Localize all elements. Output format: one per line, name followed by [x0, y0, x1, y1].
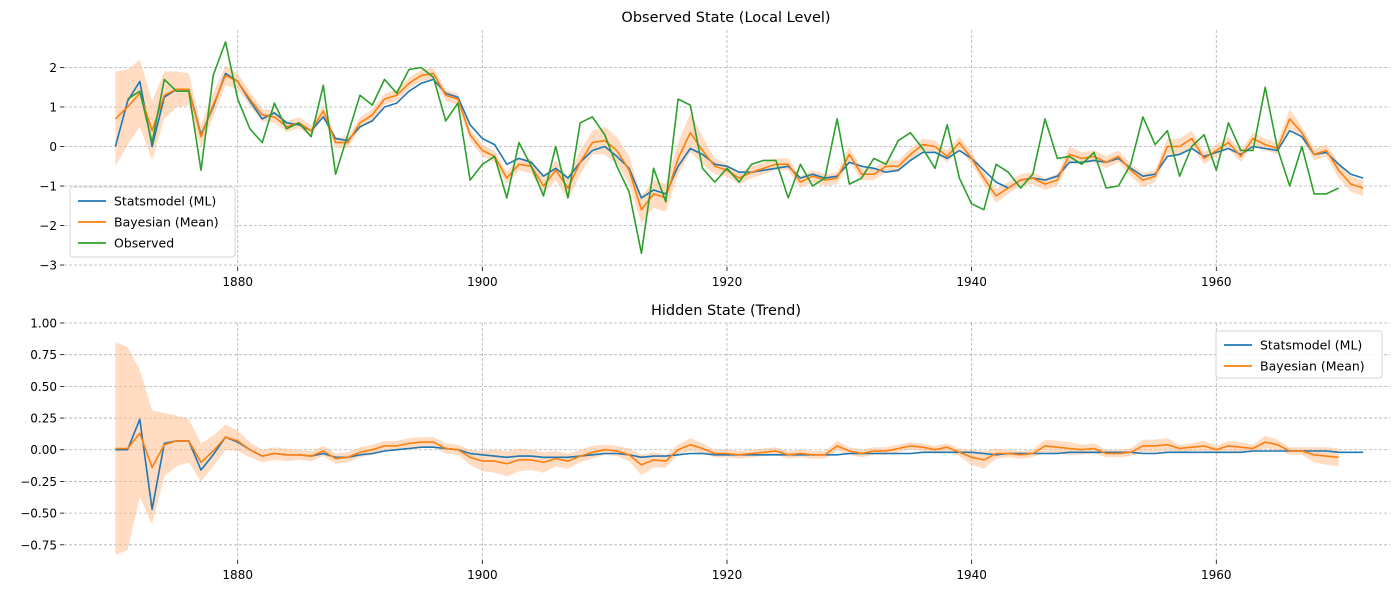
hidden-state-panel: Hidden State (Trend) 1880 1900 1920 1940 196…	[20, 303, 1390, 582]
x-tick-label: 1920	[712, 275, 743, 289]
bayesian-mean-line	[115, 432, 1339, 469]
observed-state-panel: Observed State (Local Level) 1880 1900 192…	[39, 10, 1390, 289]
legend-box	[69, 186, 236, 258]
axis-ticks: 1880 1900 1920 1940 1960 −0.75 −0.50 −0.25 0.00 0…	[20, 317, 1231, 583]
x-tick-label: 1940	[956, 275, 987, 289]
legend: Statsmodel (ML) Bayesian (Mean) Observed	[69, 186, 236, 258]
legend-label: Observed	[114, 236, 174, 251]
y-tick-label: −3	[39, 259, 57, 273]
y-tick-label: 1	[49, 101, 57, 115]
y-tick-label: 0.00	[30, 443, 57, 457]
legend-label: Bayesian (Mean)	[1260, 359, 1365, 374]
chart-title: Observed State (Local Level)	[621, 10, 830, 26]
x-tick-label: 1940	[956, 568, 987, 582]
y-tick-label: 0.75	[30, 348, 57, 362]
uncertainty-band	[115, 59, 1364, 224]
x-tick-label: 1880	[222, 275, 253, 289]
observed-line	[127, 41, 1339, 254]
credible-interval-band	[115, 59, 1364, 224]
x-tick-label: 1880	[222, 568, 253, 582]
legend-label: Statsmodel (ML)	[1260, 338, 1362, 353]
y-tick-label: 2	[49, 61, 57, 75]
legend: Statsmodel (ML) Bayesian (Mean)	[1215, 330, 1383, 379]
grid-lines	[64, 322, 1390, 560]
y-tick-label: −0.50	[20, 507, 57, 521]
x-tick-label: 1900	[467, 275, 498, 289]
y-tick-label: 0	[49, 140, 57, 154]
legend-label: Bayesian (Mean)	[114, 215, 219, 230]
legend-label: Statsmodel (ML)	[114, 194, 216, 209]
series-lines	[114, 41, 1364, 254]
x-tick-label: 1900	[467, 568, 498, 582]
y-tick-label: −1	[39, 180, 57, 194]
legend-box	[1215, 330, 1383, 379]
y-tick-label: 0.25	[30, 412, 57, 426]
statsmodel-ml-line	[115, 418, 1364, 511]
bayesian-mean-line	[114, 72, 1364, 211]
x-tick-label: 1960	[1201, 568, 1232, 582]
x-tick-label: 1920	[712, 568, 743, 582]
chart-title: Hidden State (Trend)	[651, 303, 801, 319]
series-lines	[115, 418, 1364, 511]
y-tick-label: 0.50	[30, 380, 57, 394]
y-tick-label: −0.75	[20, 538, 57, 552]
y-tick-label: −2	[39, 219, 57, 233]
x-tick-label: 1960	[1201, 275, 1232, 289]
y-tick-label: −0.25	[20, 475, 57, 489]
y-tick-label: 1.00	[30, 317, 57, 331]
axis-ticks: 1880 1900 1920 1940 1960 −3 −2 −1 0 1 2	[39, 61, 1231, 289]
